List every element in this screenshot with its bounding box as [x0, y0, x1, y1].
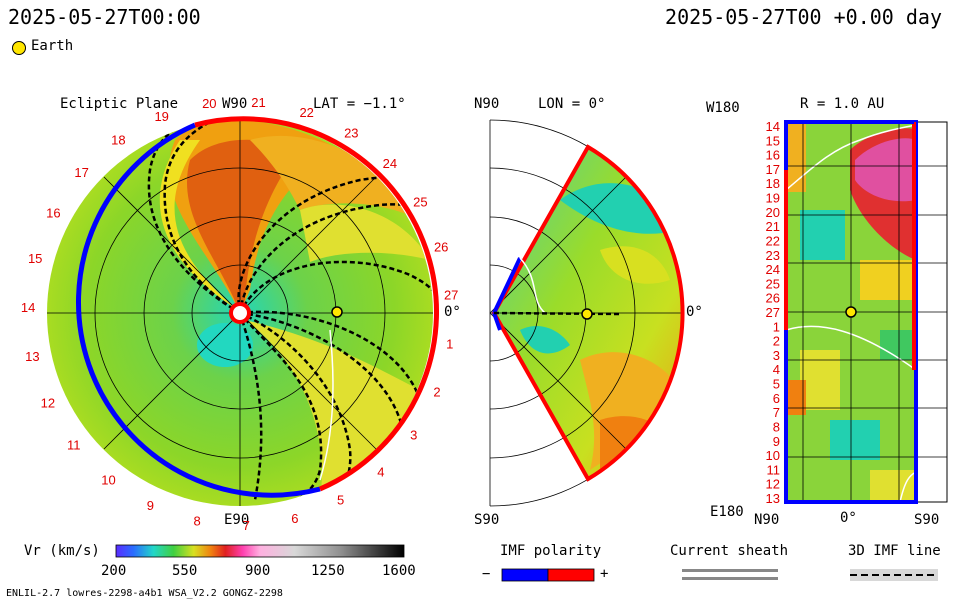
sphere-row-label: 3 — [773, 348, 780, 363]
carrington-tick-label: 3 — [410, 428, 417, 443]
carrington-tick-label: 15 — [28, 251, 42, 266]
sphere-row-label: 27 — [766, 305, 780, 320]
meridional-plane-panel — [489, 119, 685, 507]
colorbar-tick-900: 900 — [245, 563, 271, 579]
current-sheath-title: Current sheath — [670, 543, 789, 559]
sphere-row-label: 15 — [766, 133, 780, 148]
sphere-panel: 1415161718192021222324252627123456789101… — [766, 119, 948, 506]
imf-minus-label: − — [482, 566, 491, 582]
right-timestamp: 2025-05-27T00 +0.00 day — [665, 5, 942, 29]
carrington-tick-label: 25 — [413, 195, 427, 210]
carrington-tick-label: 11 — [67, 438, 81, 453]
carrington-tick-label: 2 — [433, 384, 440, 399]
carrington-tick-label: 21 — [251, 95, 265, 110]
sphere-x-label-0: 0° — [840, 510, 857, 526]
carrington-tick-label: 16 — [46, 205, 60, 220]
sphere-row-label: 18 — [766, 176, 780, 191]
carrington-tick-label: 19 — [154, 109, 168, 124]
sphere-bottom-left-label: E180 — [710, 504, 744, 520]
carrington-tick-label: 24 — [383, 156, 397, 171]
carrington-tick-label: 26 — [434, 239, 448, 254]
sphere-row-label: 6 — [773, 391, 780, 406]
sphere-row-label: 5 — [773, 377, 780, 392]
sphere-row-label: 8 — [773, 420, 780, 435]
carrington-tick-label: 1 — [446, 337, 453, 352]
carrington-tick-label: 8 — [193, 514, 200, 529]
carrington-tick-label: 14 — [21, 300, 35, 315]
carrington-tick-label: 20 — [202, 96, 216, 111]
carrington-tick-label: 4 — [377, 464, 384, 479]
sphere-row-label: 7 — [773, 405, 780, 420]
colorbar-label: Vr (km/s) — [24, 543, 100, 559]
meridional-bottom-label: S90 — [474, 512, 500, 528]
colorbar-tick-200: 200 — [101, 563, 127, 579]
meridional-right-label: 0° — [686, 304, 703, 320]
sphere-row-label: 1 — [773, 319, 780, 334]
colorbar-tick-550: 550 — [172, 563, 198, 579]
sphere-row-label: 25 — [766, 276, 780, 291]
meridional-top-label: N90 — [474, 96, 500, 112]
imf-plus-label: + — [600, 566, 609, 582]
sphere-row-label: 4 — [773, 362, 780, 377]
carrington-tick-label: 18 — [111, 132, 125, 147]
left-timestamp: 2025-05-27T00:00 — [8, 5, 201, 29]
sphere-x-label-s90: S90 — [914, 512, 940, 528]
earth-marker-icon — [12, 41, 26, 55]
longitude-label: LON = 0° — [538, 96, 606, 112]
sphere-row-label: 19 — [766, 191, 780, 206]
sphere-row-label: 16 — [766, 148, 780, 163]
sphere-row-label: 21 — [766, 219, 780, 234]
colorbar-tick-1600: 1600 — [382, 563, 416, 579]
sphere-top-left-label: W180 — [706, 100, 740, 116]
carrington-tick-label: 12 — [41, 396, 55, 411]
sphere-row-label: 24 — [766, 262, 780, 277]
sphere-row-label: 9 — [773, 434, 780, 449]
radius-label: R = 1.0 AU — [800, 96, 885, 112]
earth-icon-sphere — [845, 306, 857, 318]
model-info: ENLIL-2.7 lowres-2298-a4b1 WSA_V2.2 GONG… — [6, 588, 283, 599]
carrington-tick-label: 17 — [74, 165, 88, 180]
carrington-tick-label: 13 — [25, 349, 39, 364]
sphere-row-label: 10 — [766, 448, 780, 463]
sphere-row-label: 26 — [766, 291, 780, 306]
velocity-colorbar — [115, 544, 405, 558]
sphere-row-label: 11 — [767, 462, 781, 477]
carrington-tick-label: 10 — [101, 472, 115, 487]
ecliptic-top-label: W90 — [222, 96, 248, 112]
latitude-label: LAT = −1.1° — [313, 96, 406, 112]
carrington-tick-label: 6 — [291, 511, 298, 526]
ecliptic-right-label: 0° — [444, 304, 461, 320]
sphere-row-label: 17 — [766, 162, 780, 177]
sphere-row-label: 13 — [766, 491, 780, 506]
ecliptic-bottom-label: E90 — [224, 512, 250, 528]
sphere-row-label: 22 — [766, 234, 780, 249]
current-sheath-swatch — [682, 569, 778, 572]
sphere-row-label: 2 — [773, 334, 780, 349]
imf-polarity-title: IMF polarity — [500, 543, 602, 559]
earth-legend-label: Earth — [31, 38, 74, 54]
colorbar-tick-1250: 1250 — [311, 563, 345, 579]
carrington-tick-label: 27 — [444, 288, 458, 303]
sphere-row-label: 23 — [766, 248, 780, 263]
sphere-row-label: 14 — [766, 119, 780, 134]
imf-positive-swatch — [547, 568, 595, 582]
earth-icon — [331, 306, 343, 318]
carrington-tick-label: 23 — [344, 126, 358, 141]
carrington-tick-label: 5 — [337, 493, 344, 508]
sphere-x-label-n90: N90 — [754, 512, 780, 528]
imf3d-title: 3D IMF line — [848, 543, 941, 559]
earth-icon-meridional — [581, 308, 593, 320]
imf-negative-swatch — [501, 568, 549, 582]
carrington-tick-label: 9 — [147, 498, 154, 513]
sun-icon — [229, 302, 251, 324]
carrington-tick-label: 22 — [299, 105, 313, 120]
ecliptic-plane-title: Ecliptic Plane — [60, 96, 179, 112]
carrington-tick-label: 7 — [243, 518, 250, 533]
sphere-row-label: 12 — [766, 477, 780, 492]
sphere-row-label: 20 — [766, 205, 780, 220]
